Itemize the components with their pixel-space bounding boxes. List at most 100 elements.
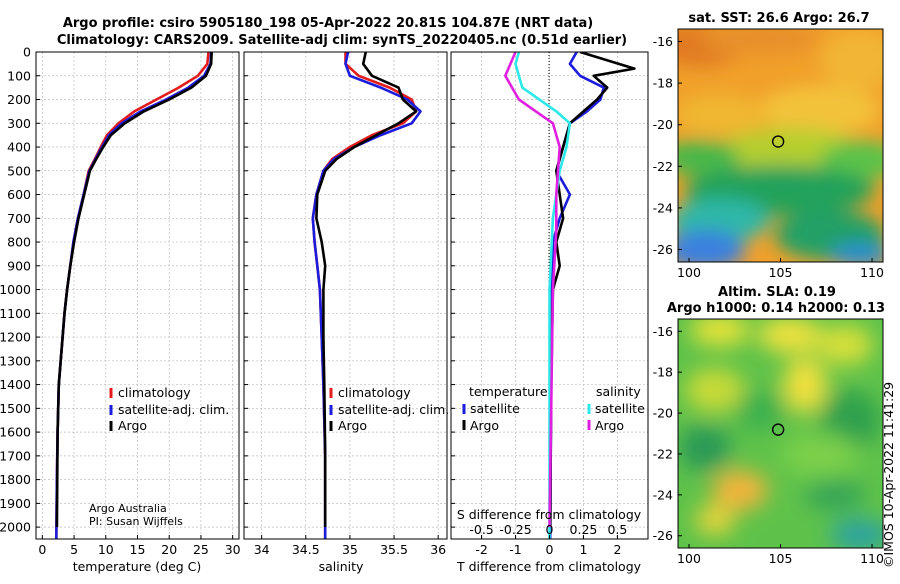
- t-difference-label: T difference from climatology: [456, 559, 642, 574]
- argo-position-marker: [771, 423, 785, 436]
- argo-position-marker: [771, 135, 785, 148]
- y-tick-label: 300: [7, 116, 31, 131]
- legend-s-satellite-label: satellite: [595, 401, 645, 416]
- x-tick-label: -2: [475, 542, 487, 557]
- difference-legend: temperature satellite Argo salinity sate…: [462, 384, 645, 433]
- difference-panel: -2 -1 0 1 2 -0.5 -0.25 0 0.25 0.5 S difference f…: [450, 51, 649, 574]
- x-tick-label: 35: [342, 542, 358, 557]
- y-tick-label: 600: [7, 187, 31, 202]
- x-tick-label: 35.5: [380, 542, 408, 557]
- sst-map-title: sat. SST: 26.6 Argo: 26.7: [688, 11, 869, 26]
- series-line: [315, 52, 418, 528]
- sla-map-x-ticks: 100 105 110: [677, 544, 884, 566]
- map-y-tick-label: -16: [653, 324, 673, 339]
- y-tick-label: 500: [7, 163, 31, 178]
- y-tick-label: 1800: [0, 472, 31, 487]
- y-tick-label: 800: [7, 235, 31, 250]
- y-tick-label: 200: [7, 92, 31, 107]
- sla-map-title-line2: Argo h1000: 0.14 h2000: 0.13: [667, 301, 885, 316]
- figure-title-line1: Argo profile: csiro 5905180_198 05-Apr-2…: [63, 16, 593, 31]
- s-tick-label: 0.25: [570, 522, 598, 537]
- sla-map-y-ticks: -16 -18 -20 -22 -24 -26: [653, 324, 682, 543]
- sst-map-field: [678, 29, 883, 262]
- map-y-tick-label: -18: [653, 76, 673, 91]
- legend-s-argo-label: Argo: [595, 418, 624, 433]
- legend-t-satellite-label: satellite: [470, 401, 520, 416]
- y-tick-label: 1100: [0, 306, 31, 321]
- salinity-legend: climatology satellite-adj. clim. Argo: [329, 385, 449, 433]
- y-tick-label: 0: [23, 45, 31, 60]
- y-tick-label: 1300: [0, 353, 31, 368]
- map-x-tick-label: 100: [677, 551, 701, 566]
- temperature-grid: [36, 51, 239, 539]
- salinity-xlabel: salinity: [319, 559, 364, 574]
- y-tick-label: 400: [7, 140, 31, 155]
- series-line: [311, 52, 418, 539]
- sla-map: Altim. SLA: 0.19 Argo h1000: 0.14 h2000:…: [653, 285, 886, 566]
- temperature-lines: [55, 52, 213, 539]
- series-line: [548, 52, 606, 539]
- y-tick-label: 1500: [0, 401, 31, 416]
- y-tick-label: 1000: [0, 282, 31, 297]
- sst-map-x-ticks: 100 105 110: [677, 258, 884, 280]
- depth-y-ticks: 0 100 200 300 400 500 600 700 800 900 1000 1100 1200…: [0, 45, 31, 535]
- legend-climatology-label: climatology: [118, 385, 191, 400]
- series-line: [548, 52, 636, 528]
- map-y-tick-label: -18: [653, 365, 673, 380]
- s-tick-label: -0.5: [469, 522, 493, 537]
- legend-satellite-label: satellite-adj. clim.: [118, 402, 229, 417]
- sst-map: sat. SST: 26.6 Argo: 26.7 100 105 110 -16: [653, 11, 884, 280]
- y-tick-label: 900: [7, 258, 31, 273]
- series-line: [55, 52, 213, 539]
- imos-timestamp: ©IMOS 10-Apr-2022 11:41:29: [881, 382, 896, 568]
- x-tick-label: 36: [430, 542, 446, 557]
- y-tick-label: 100: [7, 68, 31, 83]
- temperature-legend: climatology satellite-adj. clim. Argo: [109, 385, 229, 433]
- legend-salinity-title: salinity: [596, 384, 641, 399]
- salinity-x-ticks: 34 34.5 35 35.5 36: [254, 535, 446, 557]
- map-y-tick-label: -26: [653, 528, 673, 543]
- legend-temperature-title: temperature: [469, 384, 548, 399]
- temperature-panel: 0 5 10 15 20 25 30 0 100 200 300 400 500 600 700 800 90…: [0, 45, 241, 575]
- y-tick-label: 1400: [0, 377, 31, 392]
- credit-line2: PI: Susan Wijffels: [89, 515, 183, 528]
- x-tick-label: 34: [254, 542, 270, 557]
- series-line: [311, 52, 422, 539]
- x-tick-label: 2: [613, 542, 621, 557]
- sla-map-field: [678, 319, 883, 548]
- map-y-tick-label: -22: [653, 159, 673, 174]
- map-y-tick-label: -20: [653, 406, 673, 421]
- legend-argo-label: Argo: [118, 418, 147, 433]
- legend-t-argo-label: Argo: [470, 418, 499, 433]
- y-tick-label: 1600: [0, 425, 31, 440]
- y-tick-label: 700: [7, 211, 31, 226]
- s-tick-label: 0: [546, 522, 554, 537]
- map-y-tick-label: -24: [653, 200, 673, 215]
- map-y-tick-label: -24: [653, 487, 673, 502]
- series-line: [55, 52, 210, 539]
- sla-map-title-line1: Altim. SLA: 0.19: [718, 285, 836, 300]
- salinity-grid: [244, 51, 447, 539]
- series-line: [503, 52, 562, 528]
- map-x-tick-label: 110: [860, 265, 884, 280]
- x-tick-label: 30: [225, 542, 241, 557]
- map-x-tick-label: 105: [769, 265, 793, 280]
- map-y-tick-label: -22: [653, 446, 673, 461]
- figure-title-line2: Climatology: CARS2009. Satellite-adj cli…: [57, 33, 627, 48]
- legend-argo-label: Argo: [338, 418, 367, 433]
- x-tick-label: 5: [70, 542, 78, 557]
- s-difference-label: S difference from climatology: [457, 507, 642, 522]
- series-line: [514, 52, 572, 539]
- y-tick-label: 1900: [0, 496, 31, 511]
- x-tick-label: 20: [161, 542, 177, 557]
- x-tick-label: -1: [509, 542, 521, 557]
- s-tick-label: 0.5: [607, 522, 627, 537]
- difference-grid: [451, 51, 648, 539]
- map-x-tick-label: 110: [860, 551, 884, 566]
- x-tick-label: 34.5: [292, 542, 320, 557]
- map-y-tick-label: -26: [653, 242, 673, 257]
- salinity-axes-frame: [243, 51, 448, 540]
- x-tick-label: 25: [193, 542, 209, 557]
- salinity-panel: 34 34.5 35 35.5 36 salinity climatology sate…: [243, 51, 449, 574]
